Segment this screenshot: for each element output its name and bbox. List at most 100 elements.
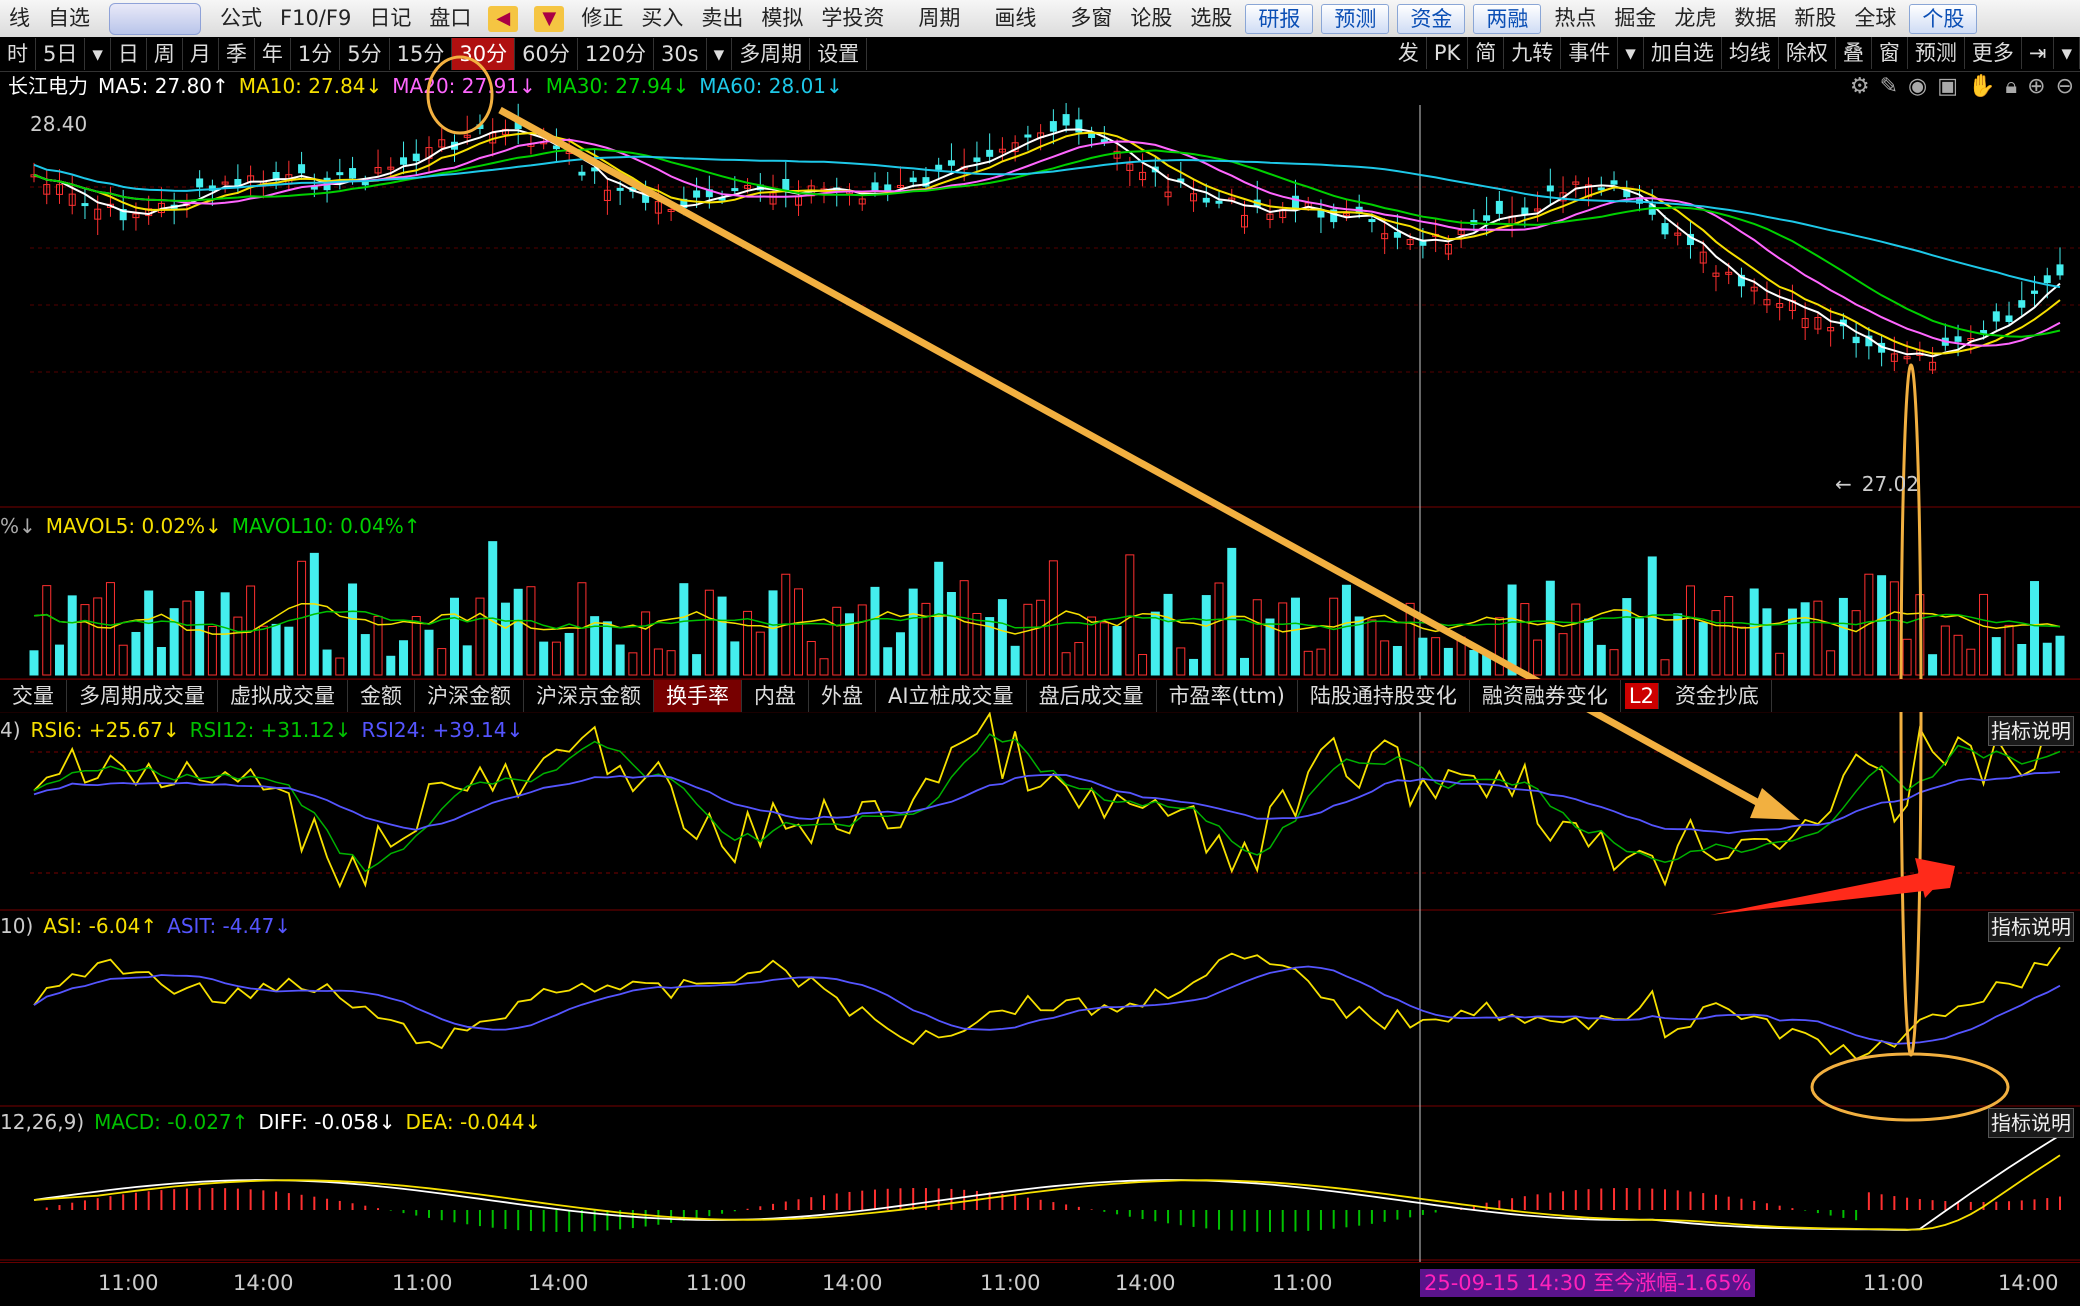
indicator-tab[interactable]: 金额 — [348, 680, 415, 712]
indicator-tab[interactable]: 虚拟成交量 — [218, 680, 348, 712]
period-right-item[interactable]: 更多 — [1965, 37, 2022, 69]
indicator-tab[interactable]: 外盘 — [809, 680, 876, 712]
toolbar-forecast-button[interactable]: 预测 — [1321, 3, 1390, 34]
dea-line — [33, 1154, 2061, 1231]
period-item[interactable]: 多周期 — [732, 38, 811, 70]
period-item[interactable]: 时 — [0, 38, 36, 70]
toolbar-item[interactable]: 公式 — [220, 6, 262, 30]
l2-badge[interactable]: L2 — [1624, 683, 1659, 709]
period-item[interactable]: 设置 — [810, 38, 868, 70]
period-right-item[interactable]: PK — [1427, 37, 1469, 69]
collapse-icon[interactable]: ⇥ — [2022, 37, 2055, 69]
indicator-tab[interactable]: 市盈率(ttm) — [1157, 680, 1298, 712]
toolbar-item[interactable]: 新股 — [1794, 6, 1837, 30]
period-item[interactable]: 15分 — [390, 38, 453, 70]
toolbar-item[interactable]: 多窗 — [1070, 6, 1113, 30]
period-item-active[interactable]: 30分 — [452, 38, 516, 70]
indicator-tab[interactable]: 内盘 — [742, 680, 809, 712]
candle — [196, 178, 204, 188]
rsi-explain-button[interactable]: 指标说明 — [1988, 716, 2074, 746]
toolbar-stock-button[interactable]: 个股 — [1909, 3, 1978, 34]
toolbar-item[interactable]: 掘金 — [1614, 6, 1657, 30]
indicator-tab[interactable]: 多周期成交量 — [67, 680, 218, 712]
arrow-left-icon[interactable]: ◀ — [488, 5, 519, 32]
toolbar-item[interactable]: 盘口 — [429, 6, 472, 30]
period-right-item[interactable]: 简 — [1468, 37, 1505, 69]
period-right-item[interactable]: 加自选 — [1644, 37, 1722, 69]
toolbar-item[interactable]: 周期 — [918, 6, 961, 30]
period-right-item[interactable]: 九转 — [1504, 37, 1562, 69]
toolbar-item[interactable]: 学投资 — [821, 6, 885, 30]
toolbar-item[interactable]: 数据 — [1734, 6, 1777, 30]
period-item[interactable]: 月 — [183, 38, 219, 70]
chevron-down-icon[interactable]: ▾ — [85, 38, 111, 70]
period-right-item[interactable]: 窗 — [1872, 37, 1908, 69]
indicator-tab[interactable]: 交量 — [0, 680, 67, 712]
toolbar-item[interactable]: 选股 — [1190, 6, 1233, 30]
period-right-item[interactable]: 事件 — [1561, 37, 1619, 69]
toolbar-item[interactable]: 自选 — [48, 6, 90, 30]
period-item[interactable]: 5分 — [340, 38, 390, 70]
indicator-tab[interactable]: 融资融券变化 — [1470, 680, 1621, 712]
period-item[interactable]: 1分 — [291, 38, 341, 70]
gear-icon[interactable]: ⚙ — [1849, 74, 1870, 99]
chevron-down-icon[interactable]: ▾ — [707, 38, 733, 70]
indicator-tab[interactable]: 沪深金额 — [415, 680, 524, 712]
period-item[interactable]: 日 — [111, 38, 147, 70]
asi-explain-button[interactable]: 指标说明 — [1988, 912, 2074, 942]
toolbar-item[interactable]: 模拟 — [761, 6, 804, 30]
period-right-item[interactable]: 叠 — [1836, 37, 1872, 69]
zoom-out-icon[interactable]: ⊖ — [2055, 74, 2074, 99]
toolbar-item[interactable]: 买入 — [641, 6, 684, 30]
indicator-tab[interactable]: 盘后成交量 — [1027, 680, 1157, 712]
toolbar-item[interactable]: 全球 — [1854, 6, 1897, 30]
period-item[interactable]: 季 — [219, 38, 255, 70]
period-item[interactable]: 30s — [654, 38, 707, 70]
period-right-item[interactable]: 均线 — [1722, 37, 1779, 69]
lock-icon[interactable]: 🔒︎ — [2005, 74, 2018, 99]
box-icon[interactable]: ▣ — [1937, 74, 1958, 99]
volume-bar — [42, 585, 52, 676]
stock-name[interactable]: 长江电力 — [8, 74, 88, 98]
period-right-item[interactable]: 预测 — [1908, 37, 1965, 69]
indicator-tab[interactable]: AI立桩成交量 — [876, 680, 1027, 712]
toolbar-logo-button[interactable] — [109, 2, 201, 35]
eye-icon[interactable]: ◉ — [1908, 74, 1928, 99]
toolbar-margin-button[interactable]: 两融 — [1473, 3, 1542, 34]
toolbar-research-button[interactable]: 研报 — [1245, 3, 1314, 34]
toolbar-item[interactable]: F10/F9 — [280, 6, 352, 30]
hand-icon[interactable]: ✋ — [1968, 74, 1996, 99]
volume-bar — [118, 644, 128, 676]
period-right-item[interactable]: 发 — [1391, 37, 1427, 69]
chevron-down-icon[interactable]: ▾ — [1618, 37, 1644, 69]
volume-bar — [870, 586, 880, 676]
toolbar-item[interactable]: 画线 — [994, 6, 1037, 30]
indicator-tab[interactable]: 资金抄底 — [1663, 680, 1772, 712]
toolbar-funds-button[interactable]: 资金 — [1397, 3, 1466, 34]
period-item[interactable]: 周 — [147, 38, 183, 70]
toolbar-item[interactable]: 龙虎 — [1674, 6, 1717, 30]
macd-explain-button[interactable]: 指标说明 — [1988, 1108, 2074, 1138]
indicator-tab[interactable]: 陆股通持股变化 — [1298, 680, 1470, 712]
period-item[interactable]: 年 — [255, 38, 291, 70]
toolbar-item[interactable]: 日记 — [369, 6, 412, 30]
toolbar-item[interactable]: 热点 — [1554, 6, 1597, 30]
mavol10-line — [33, 610, 2061, 633]
toolbar-item[interactable]: 卖出 — [701, 6, 744, 30]
indicator-tab-active[interactable]: 换手率 — [654, 680, 742, 712]
period-item[interactable]: 60分 — [515, 38, 578, 70]
volume-bar — [1787, 608, 1797, 676]
period-item[interactable]: 120分 — [578, 38, 654, 70]
zoom-in-icon[interactable]: ⊕ — [2027, 74, 2046, 99]
toolbar-item[interactable]: 修正 — [581, 6, 624, 30]
period-right-item[interactable]: 除权 — [1779, 37, 1836, 69]
toolbar-item[interactable]: 线 — [9, 6, 30, 30]
indicator-tab[interactable]: 沪深京金额 — [524, 680, 654, 712]
pen-icon[interactable]: ✎ — [1879, 74, 1898, 99]
toolbar-item[interactable]: 论股 — [1130, 6, 1173, 30]
arrow-down-icon[interactable]: ▼ — [534, 5, 565, 32]
candle — [310, 186, 318, 190]
period-item[interactable]: 5日 — [36, 38, 86, 70]
mavol5-line — [33, 602, 2061, 635]
